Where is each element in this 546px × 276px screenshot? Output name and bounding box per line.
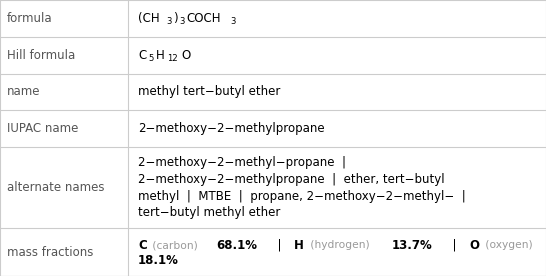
Text: name: name xyxy=(7,86,40,99)
Text: |: | xyxy=(270,239,289,252)
Text: 3: 3 xyxy=(166,17,171,26)
Text: alternate names: alternate names xyxy=(7,181,104,194)
Text: C: C xyxy=(138,239,147,252)
Text: COCH: COCH xyxy=(186,12,221,25)
Text: 2−methoxy−2−methylpropane: 2−methoxy−2−methylpropane xyxy=(138,122,325,135)
Text: 3: 3 xyxy=(179,17,185,26)
Text: 68.1%: 68.1% xyxy=(217,239,258,252)
Text: methyl  |  MTBE  |  propane, 2−methoxy−2−methyl−  |: methyl | MTBE | propane, 2−methoxy−2−met… xyxy=(138,190,466,203)
Text: 18.1%: 18.1% xyxy=(138,254,179,267)
Text: |: | xyxy=(444,239,464,252)
Text: methyl tert−butyl ether: methyl tert−butyl ether xyxy=(138,86,281,99)
Text: (hydrogen): (hydrogen) xyxy=(307,240,373,250)
Text: H: H xyxy=(156,49,164,62)
Text: (carbon): (carbon) xyxy=(150,240,201,250)
Text: C: C xyxy=(138,49,146,62)
Text: 2−methoxy−2−methyl−propane  |: 2−methoxy−2−methyl−propane | xyxy=(138,156,346,169)
Text: O: O xyxy=(181,49,190,62)
Text: 2−methoxy−2−methylpropane  |  ether, tert−butyl: 2−methoxy−2−methylpropane | ether, tert−… xyxy=(138,173,445,186)
Text: Hill formula: Hill formula xyxy=(7,49,75,62)
Text: formula: formula xyxy=(7,12,52,25)
Text: mass fractions: mass fractions xyxy=(7,246,93,259)
Text: IUPAC name: IUPAC name xyxy=(7,122,78,135)
Text: (CH: (CH xyxy=(138,12,160,25)
Text: O: O xyxy=(469,239,479,252)
Text: 3: 3 xyxy=(230,17,236,26)
Text: H: H xyxy=(294,239,304,252)
Text: 5: 5 xyxy=(149,54,154,63)
Text: 12: 12 xyxy=(167,54,178,63)
Text: (oxygen): (oxygen) xyxy=(482,240,533,250)
Text: ): ) xyxy=(173,12,177,25)
Text: 13.7%: 13.7% xyxy=(392,239,433,252)
Text: tert−butyl methyl ether: tert−butyl methyl ether xyxy=(138,206,281,219)
